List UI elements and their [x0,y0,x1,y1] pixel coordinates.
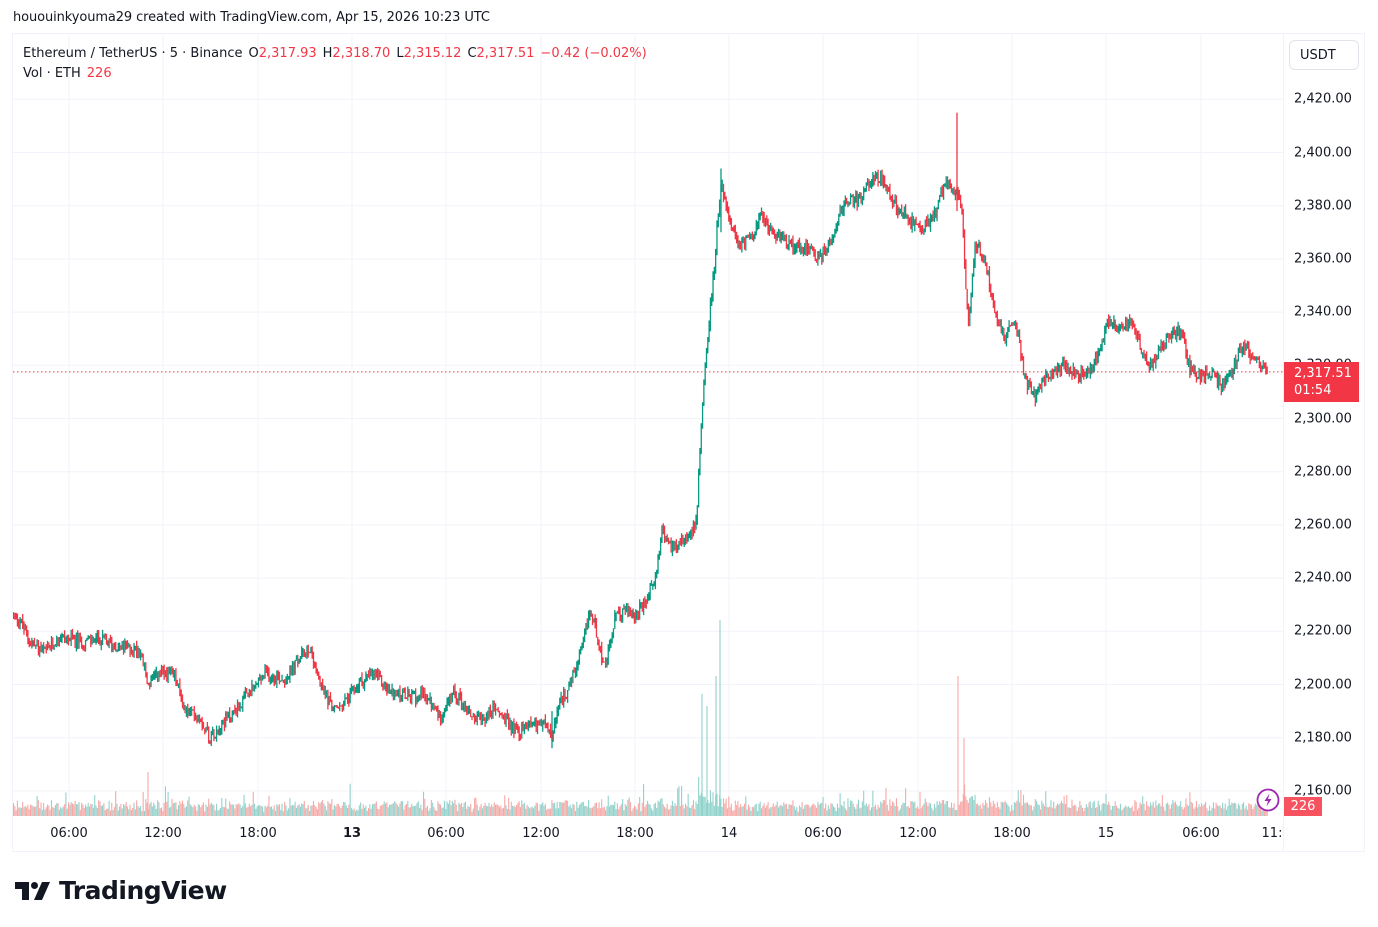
time-tick-label: 18:00 [239,826,277,841]
high-label: H [322,46,333,61]
volume-value: 226 [86,66,112,81]
time-tick-label: 06:00 [50,826,88,841]
time-tick-label: 12:00 [522,826,560,841]
volume-label: Vol · ETH [23,66,81,81]
last-price-value: 2,317.51 [1294,366,1352,381]
price-tick-label: 2,340.00 [1294,304,1352,320]
price-chart-canvas[interactable] [13,34,1283,816]
price-tick-label: 2,200.00 [1294,677,1352,692]
open-value: 2,317.93 [258,46,317,61]
time-tick-label: 14 [720,826,738,841]
price-tick-label: 2,380.00 [1294,198,1352,214]
low-value: 2,315.12 [403,46,462,61]
bar-countdown: 01:54 [1294,383,1332,398]
time-tick-label: 13 [342,826,362,841]
high-value: 2,318.70 [332,46,391,61]
price-tick-label: 2,360.00 [1294,251,1352,267]
close-value: 2,317.51 [476,46,535,61]
low-label: L [396,46,404,61]
tradingview-logo[interactable]: TradingView [15,876,227,905]
price-tick-label: 2,280.00 [1294,464,1352,480]
lightning-icon[interactable] [1256,788,1280,812]
series-legend: Ethereum / TetherUS · 5 · Binance O 2,31… [23,44,647,84]
chart-caption: hououinkyouma29 created with TradingView… [13,10,490,25]
time-tick-label: 06:00 [427,826,465,841]
price-tick-label: 2,220.00 [1294,623,1352,639]
time-tick-label: 18:00 [616,826,654,841]
time-tick-label: 11: [1261,826,1283,841]
price-tick-label: 2,240.00 [1294,570,1352,586]
price-tick-label: 2,300.00 [1294,411,1352,426]
volume-legend-row[interactable]: Vol · ETH 226 [23,64,647,84]
symbol-title[interactable]: Ethereum / TetherUS · 5 · Binance [23,46,243,61]
price-tick-label: 2,420.00 [1294,91,1352,107]
price-axis[interactable] [1283,34,1365,851]
price-tick-label: 2,160.00 [1294,783,1352,799]
time-tick-label: 15 [1097,826,1115,841]
ohlc-legend-row[interactable]: Ethereum / TetherUS · 5 · Binance O 2,31… [23,44,647,64]
time-tick-label: 18:00 [993,826,1031,841]
volume-last-badge: 226 [1284,797,1322,816]
price-tick-label: 2,260.00 [1294,517,1352,533]
time-tick-label: 12:00 [899,826,937,841]
tradingview-logo-text: TradingView [59,876,227,905]
chart-frame [12,33,1365,852]
open-label: O [248,46,259,61]
time-tick-label: 12:00 [144,826,182,841]
time-tick-label: 06:00 [804,826,842,841]
last-price-label: 2,317.51 01:54 [1284,362,1359,402]
time-tick-label: 06:00 [1182,826,1220,841]
change-value: −0.42 (−0.02%) [540,46,647,61]
price-tick-label: 2,180.00 [1294,730,1352,746]
tradingview-logo-icon [15,881,50,900]
currency-unit-button[interactable]: USDT [1289,40,1359,70]
price-tick-label: 2,400.00 [1294,145,1352,160]
close-label: C [467,46,477,61]
